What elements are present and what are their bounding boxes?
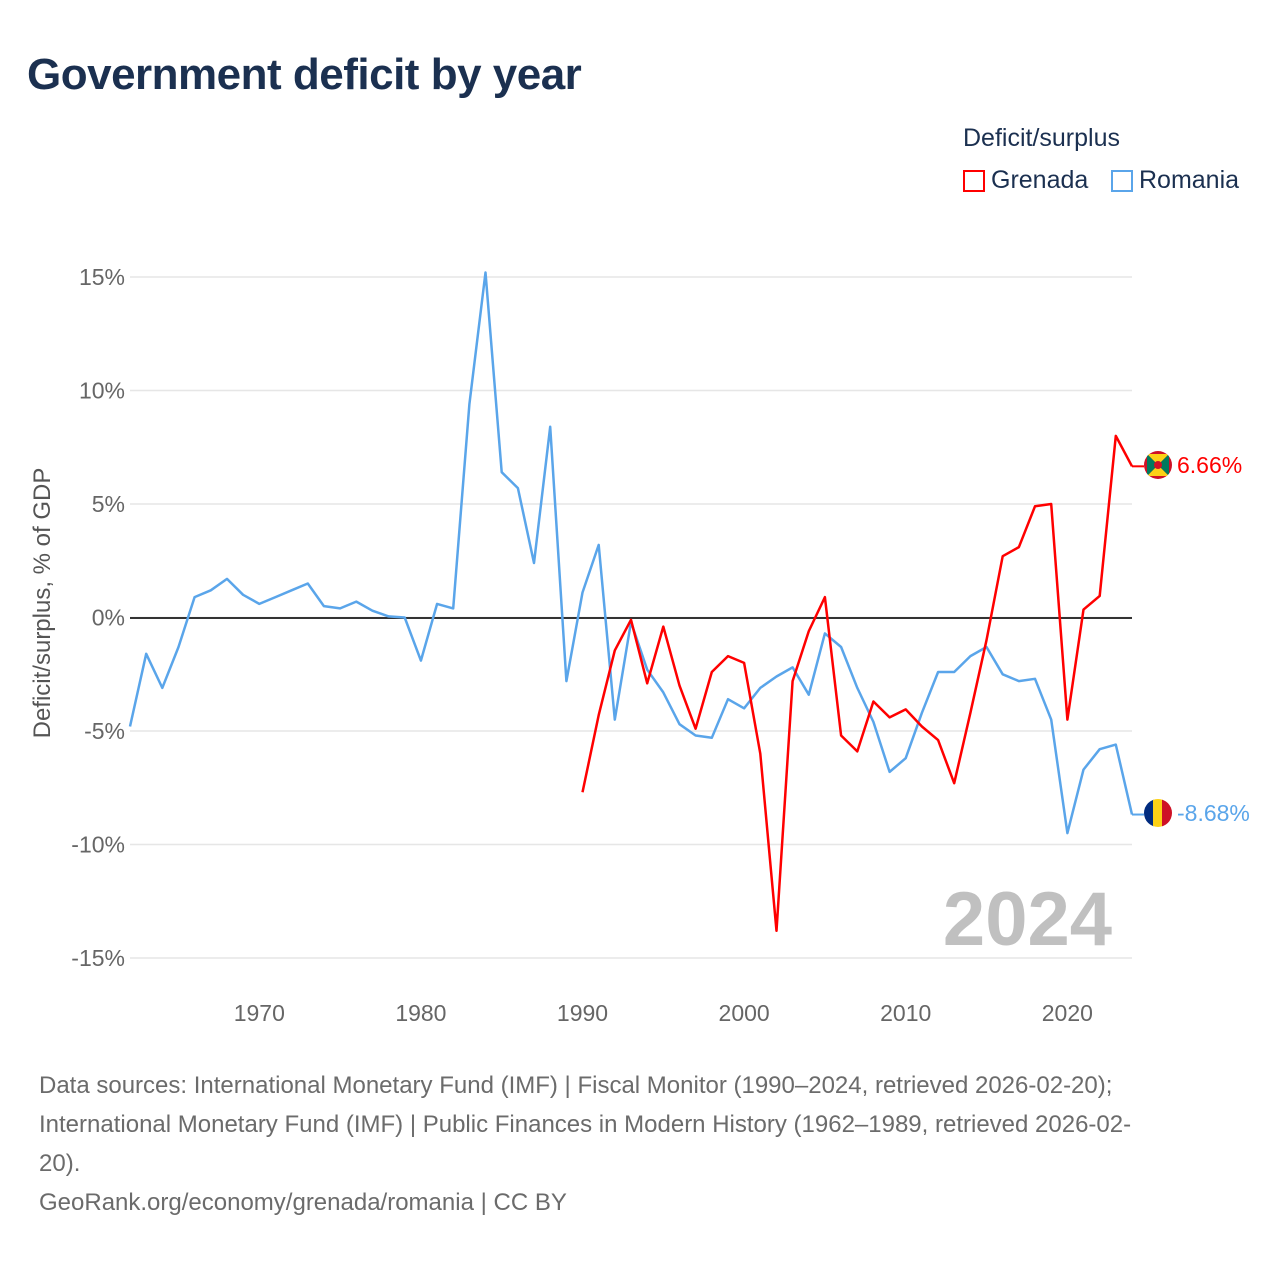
legend-item-grenada[interactable]: Grenada	[963, 166, 1088, 195]
year-watermark: 2024	[943, 877, 1112, 962]
x-tick-label: 1970	[234, 1000, 285, 1026]
x-tick-label: 2020	[1042, 1000, 1093, 1026]
chart-title: Government deficit by year	[27, 50, 582, 99]
line-chart: 15% 10% 5% 0% -5% -10% -15% 1970 1980 1990 2000 20…	[29, 264, 1250, 1026]
source-link[interactable]: GeoRank.org/economy/grenada/romania | CC…	[39, 1189, 567, 1216]
x-tick-label: 2010	[880, 1000, 931, 1026]
x-tick-label: 1990	[557, 1000, 608, 1026]
x-tick-label: 1980	[395, 1000, 446, 1026]
romania-end-label: -8.68%	[1177, 800, 1250, 826]
grenada-flag-icon	[1144, 451, 1172, 479]
y-tick-label: -15%	[71, 945, 125, 971]
y-tick-label: -10%	[71, 832, 125, 858]
source-line: Data sources: International Monetary Fun…	[39, 1072, 1113, 1099]
legend-item-romania[interactable]: Romania	[1111, 166, 1239, 195]
series-line-grenada	[581, 434, 1134, 933]
y-tick-label: 0%	[92, 605, 125, 631]
y-tick-label: 5%	[92, 491, 125, 517]
y-tick-label: 15%	[79, 264, 125, 290]
y-tick-label: 10%	[79, 378, 125, 404]
source-line: International Monetary Fund (IMF) | Publ…	[39, 1111, 1132, 1138]
y-tick-label: -5%	[84, 718, 125, 744]
grenada-end-label: 6.66%	[1177, 452, 1242, 478]
romania-flag-icon	[1144, 799, 1172, 827]
legend-label-grenada: Grenada	[991, 166, 1089, 194]
series-line-romania	[128, 271, 1134, 835]
legend-label-romania: Romania	[1139, 166, 1240, 194]
x-tick-label: 2000	[719, 1000, 770, 1026]
source-line: 20).	[39, 1150, 81, 1177]
legend-swatch-romania	[1111, 169, 1133, 192]
y-axis-label: Deficit/surplus, % of GDP	[29, 468, 56, 739]
legend-title: Deficit/surplus	[963, 124, 1120, 152]
source-notes: Data sources: International Monetary Fun…	[39, 1066, 1239, 1222]
legend-swatch-grenada	[963, 169, 985, 192]
